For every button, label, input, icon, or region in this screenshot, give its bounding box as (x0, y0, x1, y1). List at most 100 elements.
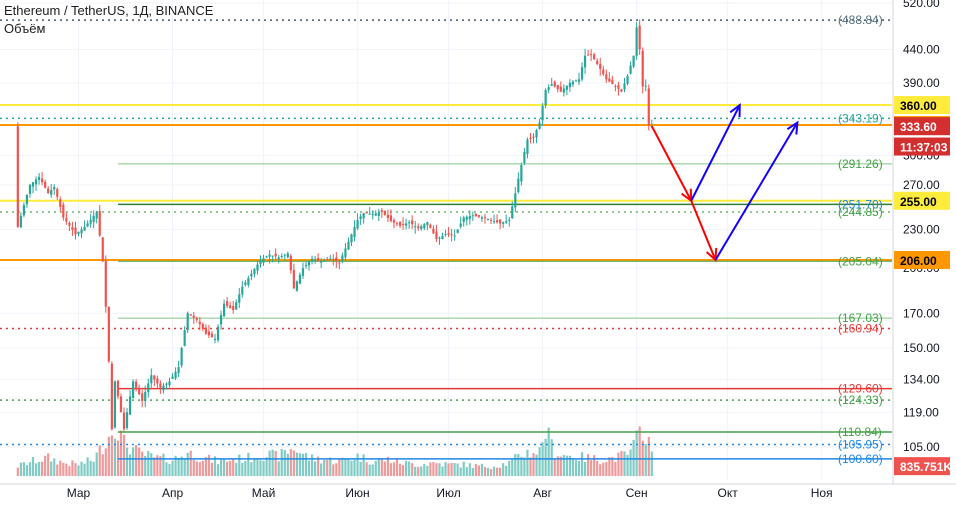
candle-body (471, 215, 474, 217)
volume-bar (244, 460, 247, 476)
volume-bar (593, 455, 596, 476)
volume-bar (86, 457, 89, 476)
volume-bar (144, 455, 147, 476)
candle-body (508, 219, 511, 222)
candle-body (538, 122, 541, 129)
volume-bar (401, 465, 405, 476)
volume-bar (44, 455, 47, 476)
candle-body (450, 234, 453, 236)
candle-body (320, 261, 323, 263)
volume-bar (180, 456, 183, 476)
volume-bar (247, 452, 250, 476)
candle-body (414, 226, 417, 228)
volume-bar (101, 454, 104, 476)
projection-arrow (690, 200, 717, 261)
symbol-title[interactable]: Ethereum / TetherUS, 1Д, BINANCE (4, 3, 214, 18)
volume-bar (183, 458, 186, 476)
volume-bar (447, 463, 450, 476)
time-axis[interactable]: Мар Апр Май Июн Июл Авг Сен Окт Ноя (0, 483, 956, 500)
candle-body (83, 226, 86, 231)
volume-bar (383, 461, 386, 476)
volume-bar (429, 462, 432, 476)
price-tag-label: 206.00 (900, 254, 937, 268)
candle-body (128, 396, 132, 415)
candle-body (289, 255, 292, 271)
candle-body (28, 184, 32, 194)
candle-body (177, 367, 180, 373)
volume-bar (502, 463, 505, 476)
volume-bar (347, 459, 350, 476)
volume-bar (229, 460, 232, 476)
volume-bar (132, 447, 135, 476)
candle-body (62, 204, 65, 218)
candle-body (229, 305, 232, 308)
candle-body (511, 206, 514, 219)
candle-body (153, 375, 156, 380)
candle-body (514, 193, 517, 208)
volume-bar (511, 458, 514, 476)
candle-body (574, 80, 578, 82)
candle-body (550, 84, 553, 86)
candle-body (326, 259, 329, 261)
volume-bar (483, 466, 487, 476)
volume-bar (426, 465, 429, 476)
candle-body (599, 63, 602, 69)
level-label: (488.84) (838, 13, 883, 27)
volume-bar (477, 465, 480, 476)
candle-body (608, 78, 611, 82)
candle-body (47, 188, 50, 194)
candle-body (25, 194, 29, 205)
candle-body (638, 25, 641, 50)
candle-body (344, 248, 347, 258)
price-tick-label: 390.00 (903, 76, 940, 90)
candle-body (335, 257, 338, 262)
volume-bar (632, 440, 635, 476)
candle-body (68, 222, 71, 226)
volume-bar (435, 463, 438, 476)
volume-bar (95, 452, 98, 476)
volume-bar (138, 447, 141, 476)
volume-bar (650, 451, 653, 476)
candle-body (271, 255, 274, 257)
candle-body (16, 126, 19, 227)
volume-bar (323, 460, 326, 476)
candle-body (310, 258, 314, 262)
candle-body (104, 261, 107, 307)
candle-body (420, 226, 423, 229)
volume-bar (450, 462, 453, 476)
candle-body (505, 221, 508, 223)
volume-bar (359, 461, 362, 476)
candle-body (280, 255, 283, 257)
candle-body (486, 219, 490, 221)
volume-bar (280, 448, 283, 476)
candle-body (159, 383, 162, 388)
candle-body (383, 210, 386, 215)
volume-bar (226, 461, 229, 476)
volume-bar (150, 453, 153, 476)
candle-body (80, 229, 83, 234)
volume-bar (189, 450, 192, 476)
volume-bar (25, 465, 29, 476)
candle-body (183, 330, 186, 346)
volume-bar (462, 461, 465, 476)
candle-body (620, 89, 623, 92)
candle-body (517, 178, 520, 193)
candle-body (411, 220, 414, 225)
volume-indicator-label[interactable]: Объём (4, 21, 46, 36)
volume-bar (623, 451, 626, 476)
level-label: (205.04) (838, 254, 883, 268)
volume-bar (62, 462, 65, 476)
volume-bar (459, 467, 462, 476)
candle-body (171, 376, 174, 379)
volume-bar (644, 443, 647, 476)
candle-body (453, 235, 456, 237)
volume-bar (492, 466, 496, 476)
volume-bar (596, 460, 599, 476)
volume-bar (119, 430, 123, 476)
volume-bar (590, 460, 593, 476)
volume-bar (344, 458, 347, 476)
volume-bar (74, 463, 77, 476)
candle-body (213, 338, 217, 340)
volume-bar (635, 430, 638, 476)
